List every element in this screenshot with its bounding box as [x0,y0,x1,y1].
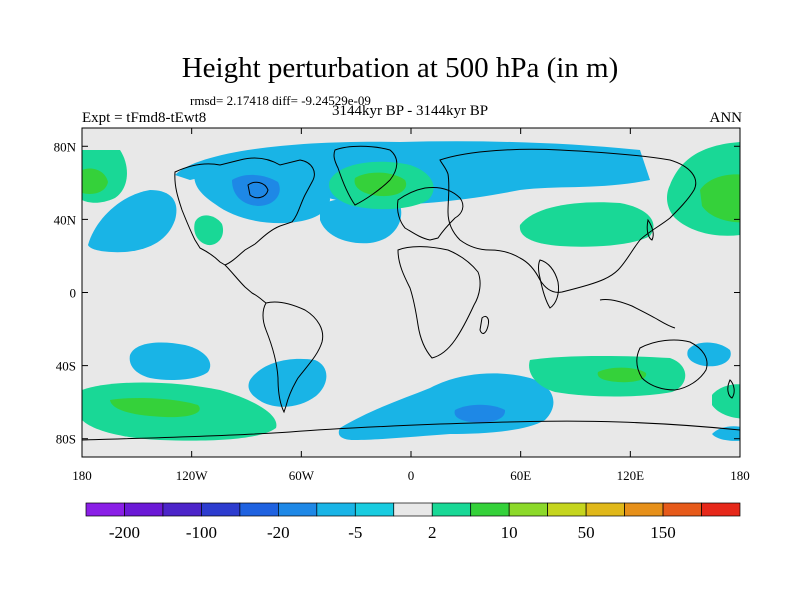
coast-japan [646,218,654,241]
negative-region-southern-ocean [338,373,554,440]
colorbar-boxes [85,502,741,517]
colorbar-label: -200 [109,523,140,542]
experiment-label: Expt = tFmd8-tEwt8 [82,110,207,126]
coast-hudson-bay [247,181,269,199]
coastlines [82,145,740,441]
coast-greenland [333,145,398,206]
positive-core-greenland [354,172,407,197]
positive-region-mexico [194,215,224,246]
coast-asia [439,148,697,293]
coast-central-america [224,264,267,304]
coast-africa [397,246,481,359]
lat-tick-label: 40S [56,359,76,374]
positive-core-northeast-pacific [82,168,108,194]
negative-core-hudson-bay [232,174,280,206]
coast-north-america [174,157,315,266]
lon-tick-label: 60W [289,468,315,483]
colorbar-label: 150 [650,523,676,542]
colorbar-box [508,502,548,517]
positive-core-indian-ocean [597,367,647,383]
negative-region-south-pacific [129,342,211,380]
coast-madagascar [479,315,489,334]
lat-tick-label: 0 [70,286,77,301]
negative-core-southern-ocean [454,404,506,423]
lat-tick-label: 80N [54,139,77,154]
longitude-axis: 180 120W 60W 0 60E 120E 180 [72,128,750,483]
plot-title: Height perturbation at 500 hPa (in m) [181,52,619,84]
coast-new-zealand [727,379,735,399]
stats-text: rmsd= 2.17418 diff= -9.24529e-09 [190,93,371,108]
colorbar-box [701,502,741,517]
coast-indian-subcontinent [538,259,559,309]
colorbar-box [124,502,164,517]
negative-region-southeast-pacific [712,426,740,441]
colorbar-box [585,502,625,517]
colorbar-box [162,502,202,517]
colorbar-labels: -200 -100 -20 -5 2 10 50 150 [109,523,676,542]
colorbar-box [278,502,318,517]
lon-tick-label: 60E [510,468,531,483]
colorbar-label: 10 [501,523,518,542]
lon-tick-label: 180 [72,468,92,483]
colorbar-box [431,502,472,517]
lon-tick-label: 120W [176,468,209,483]
colorbar-label: 2 [428,523,437,542]
colorbar-label: 50 [578,523,595,542]
lon-tick-label: 180 [730,468,750,483]
colorbar-box [393,502,433,517]
colorbar-label: -20 [267,523,290,542]
season-label: ANN [709,110,743,126]
lat-tick-label: 40N [54,212,77,227]
lon-tick-label: 120E [617,468,645,483]
colorbar-box [662,502,702,517]
colorbar-label: -100 [186,523,217,542]
latitude-axis: 80N 40N 0 40S 80S [54,139,740,447]
negative-region-south-atlantic [248,358,327,407]
coast-antarctica [82,420,740,441]
colorbar-box [316,502,356,517]
colorbar-box [354,502,395,517]
lat-tick-label: 80S [56,432,76,447]
coast-maritime-continent [599,299,676,329]
positive-core-northwest-pacific [700,174,740,223]
negative-region-north-pacific [88,190,177,253]
positive-region-asia [519,202,654,247]
colorbar-box [624,502,664,517]
negative-region-australia-east [687,342,731,367]
coast-europe [397,187,464,241]
coast-south-america [262,301,324,414]
anomaly-fields [82,141,740,441]
colorbar-box [201,502,241,517]
positive-region-tasman [712,384,740,419]
positive-core-south-pacific [110,397,200,418]
coast-australia [636,339,708,391]
colorbar-box [85,502,125,517]
colorbar-box [239,502,279,517]
colorbar-box [547,502,587,517]
colorbar-box [470,502,510,517]
lon-tick-label: 0 [408,468,415,483]
colorbar-label: -5 [348,523,362,542]
period-label: 3144kyr BP - 3144kyr BP [331,103,489,119]
